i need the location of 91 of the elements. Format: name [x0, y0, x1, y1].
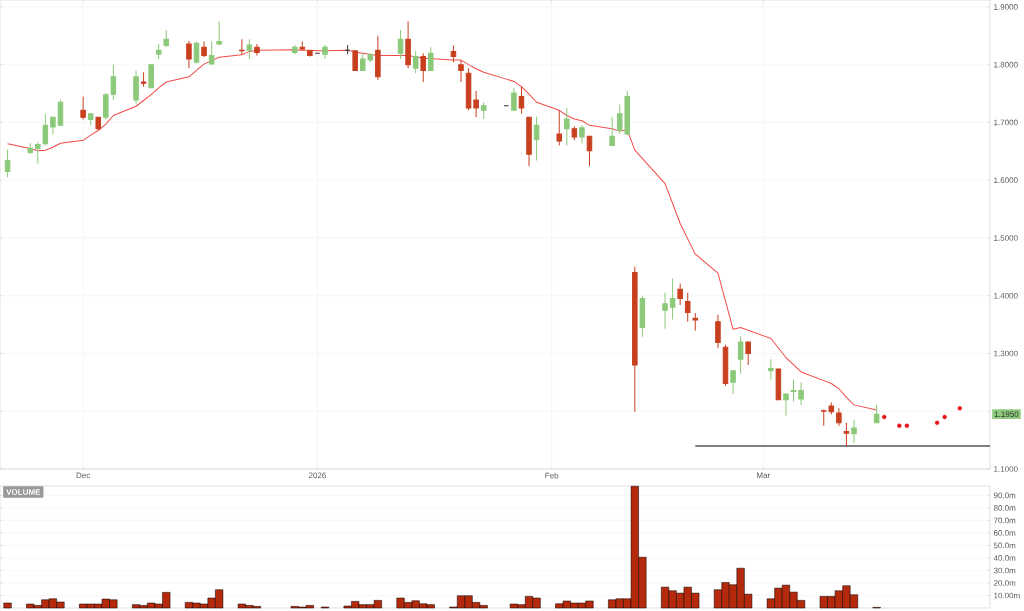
candlestick — [80, 95, 86, 121]
candlestick — [518, 86, 525, 115]
candlestick — [571, 125, 578, 141]
annotation: 1.1950 — [994, 411, 1019, 417]
candlestick — [526, 116, 532, 167]
y-tick-label: 70.0m — [993, 517, 1016, 524]
candlestick — [155, 43, 162, 60]
candlestick — [677, 283, 683, 306]
candlestick — [730, 370, 736, 395]
candlestick — [397, 29, 404, 60]
candlestick — [344, 44, 351, 55]
candlestick — [564, 107, 570, 147]
candlestick — [586, 135, 593, 167]
y-tick-label: 1.3000 — [994, 350, 1018, 357]
candlestick — [684, 292, 691, 323]
candlestick — [4, 149, 11, 178]
candlestick — [715, 314, 721, 349]
candlestick — [163, 29, 170, 48]
y-tick-label: 40.0m — [993, 555, 1016, 561]
candlestick — [511, 87, 517, 111]
y-tick-label: 50.0m — [993, 542, 1016, 549]
candlestick — [148, 64, 154, 89]
y-tick-label: 10.00m — [994, 592, 1020, 599]
candlestick — [201, 41, 207, 58]
y-tick-label: 1.5000 — [994, 235, 1018, 241]
candlestick — [307, 49, 313, 58]
candlestick — [87, 112, 94, 126]
candlestick — [843, 422, 850, 447]
candlestick — [239, 38, 245, 55]
candlestick — [186, 40, 192, 69]
candlestick — [35, 141, 41, 164]
y-tick-label: 1.8000 — [994, 61, 1018, 68]
candlestick — [405, 20, 411, 69]
candlestick — [299, 41, 306, 51]
candlestick — [790, 378, 797, 402]
candlestick — [775, 368, 782, 401]
y-tick-label: 80.0m — [993, 505, 1016, 511]
candlestick — [50, 116, 56, 136]
candlestick — [556, 109, 563, 147]
candlestick — [692, 312, 699, 331]
candlestick — [428, 46, 434, 71]
candlestick — [768, 358, 774, 380]
candlestick — [322, 44, 328, 60]
y-tick-label: 20.0m — [993, 580, 1016, 586]
candlestick — [291, 44, 298, 55]
x-tick-label: Dec — [76, 472, 91, 479]
candlestick — [836, 407, 842, 427]
y-tick-label: 1.6000 — [994, 177, 1018, 184]
candlestick — [216, 20, 222, 47]
candlestick — [42, 113, 49, 147]
candlestick — [480, 101, 487, 120]
candlestick — [27, 142, 33, 155]
candlestick — [140, 71, 147, 88]
y-tick-label: 30.0m — [993, 567, 1016, 574]
candlestick — [737, 335, 744, 375]
x-tick-label: Feb — [545, 472, 559, 479]
candlestick — [669, 277, 676, 320]
candlestick — [873, 404, 880, 424]
candlestick — [798, 381, 804, 406]
candlestick — [662, 292, 668, 330]
candlestick — [783, 392, 789, 417]
candlestick — [352, 50, 358, 72]
candlestick — [375, 35, 381, 81]
y-tick-label: 1.1000 — [994, 466, 1018, 472]
candlestick — [458, 59, 464, 83]
candlestick — [851, 419, 857, 444]
candlestick — [745, 341, 751, 366]
y-tick-label: 1.4000 — [994, 292, 1018, 299]
x-tick-label: Mar — [757, 472, 771, 479]
candlestick — [133, 69, 139, 104]
candlestick — [246, 38, 253, 60]
candlestick — [208, 41, 215, 66]
y-tick-label: 90.0m — [993, 492, 1016, 499]
y-tick-label: 1.7000 — [994, 119, 1018, 126]
candlestick — [450, 45, 457, 63]
candlestick — [420, 52, 426, 83]
chart-title: VOLUME — [6, 489, 41, 495]
candlestick — [412, 50, 419, 74]
bar — [3, 602, 12, 609]
candlestick — [95, 116, 102, 131]
line-series — [7, 49, 878, 411]
candlestick — [579, 124, 585, 144]
candlestick — [609, 116, 615, 147]
candlestick — [639, 295, 646, 338]
y-tick-label: 60.0m — [993, 530, 1016, 536]
candlestick — [533, 116, 540, 162]
y-tick-label: 1.9000 — [994, 4, 1018, 10]
candlestick — [473, 90, 479, 118]
candlestick — [632, 266, 638, 413]
x-tick-label: 2026 — [308, 472, 326, 479]
candlestick — [254, 43, 260, 56]
